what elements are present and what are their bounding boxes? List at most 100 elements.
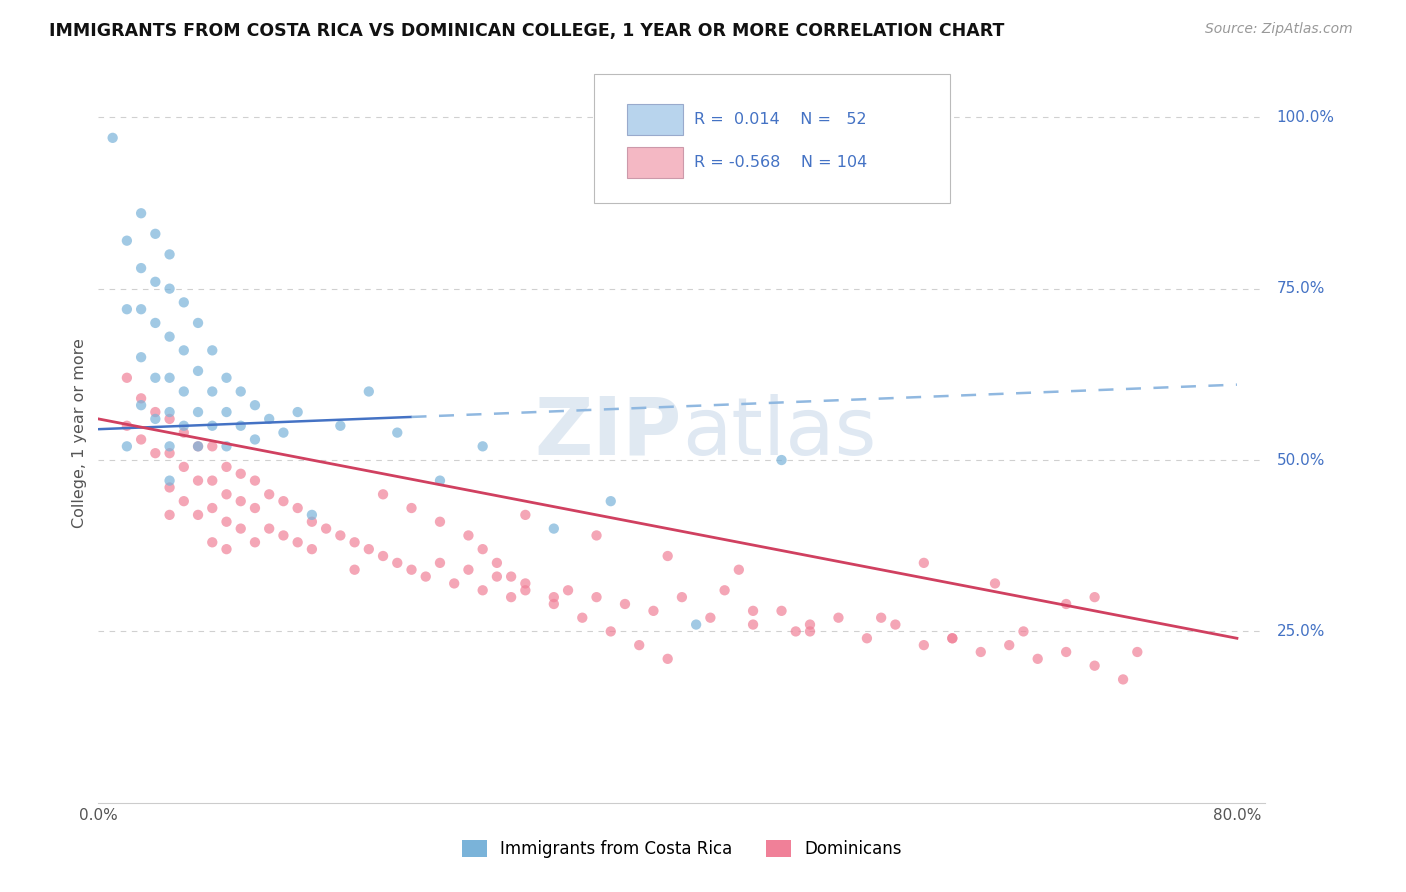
- Point: [713, 583, 735, 598]
- Point: [984, 576, 1007, 591]
- Point: [143, 412, 166, 426]
- Point: [287, 535, 309, 549]
- Point: [457, 563, 479, 577]
- Point: [785, 624, 807, 639]
- Point: [129, 206, 152, 220]
- Text: ZIP: ZIP: [534, 393, 682, 472]
- Point: [599, 624, 621, 639]
- Point: [201, 535, 224, 549]
- Point: [1084, 590, 1107, 604]
- Point: [543, 597, 565, 611]
- Point: [301, 508, 323, 522]
- Point: [599, 494, 621, 508]
- Point: [229, 418, 252, 433]
- Point: [657, 652, 679, 666]
- Point: [287, 501, 309, 516]
- Point: [727, 563, 749, 577]
- Point: [329, 528, 352, 542]
- Y-axis label: College, 1 year or more: College, 1 year or more: [72, 338, 87, 527]
- Point: [685, 617, 707, 632]
- Text: 25.0%: 25.0%: [1277, 624, 1326, 639]
- Point: [471, 583, 494, 598]
- Point: [870, 610, 893, 624]
- Point: [143, 275, 166, 289]
- Point: [187, 474, 209, 488]
- Point: [457, 528, 479, 542]
- Point: [215, 439, 238, 453]
- Point: [173, 418, 195, 433]
- Point: [501, 569, 523, 583]
- Point: [229, 467, 252, 481]
- Point: [970, 645, 993, 659]
- Point: [471, 542, 494, 557]
- Point: [215, 487, 238, 501]
- FancyBboxPatch shape: [627, 147, 683, 178]
- Point: [201, 418, 224, 433]
- Legend: Immigrants from Costa Rica, Dominicans: Immigrants from Costa Rica, Dominicans: [456, 833, 908, 865]
- Point: [941, 632, 963, 646]
- Point: [215, 405, 238, 419]
- Point: [187, 439, 209, 453]
- Point: [115, 439, 138, 453]
- Point: [129, 350, 152, 364]
- Point: [115, 371, 138, 385]
- Point: [201, 343, 224, 358]
- Point: [243, 535, 266, 549]
- Point: [1054, 597, 1077, 611]
- Point: [1126, 645, 1149, 659]
- Point: [998, 638, 1021, 652]
- Point: [215, 371, 238, 385]
- Text: 100.0%: 100.0%: [1277, 110, 1334, 125]
- Point: [1112, 673, 1135, 687]
- Point: [159, 474, 181, 488]
- Point: [827, 610, 849, 624]
- Point: [115, 234, 138, 248]
- Point: [471, 439, 494, 453]
- Point: [129, 392, 152, 406]
- Point: [799, 624, 821, 639]
- Point: [143, 316, 166, 330]
- Text: atlas: atlas: [682, 393, 876, 472]
- Point: [129, 261, 152, 276]
- Point: [343, 563, 366, 577]
- Text: 75.0%: 75.0%: [1277, 281, 1326, 296]
- Point: [912, 638, 935, 652]
- Point: [301, 515, 323, 529]
- Point: [229, 494, 252, 508]
- Point: [257, 487, 280, 501]
- Point: [770, 604, 793, 618]
- Point: [129, 302, 152, 317]
- Point: [159, 446, 181, 460]
- Point: [159, 282, 181, 296]
- Point: [671, 590, 693, 604]
- Point: [159, 480, 181, 494]
- Point: [159, 371, 181, 385]
- Point: [229, 522, 252, 536]
- Point: [159, 329, 181, 343]
- Text: R =  0.014    N =   52: R = 0.014 N = 52: [693, 112, 866, 127]
- Point: [501, 590, 523, 604]
- Point: [585, 528, 607, 542]
- Point: [129, 433, 152, 447]
- Point: [229, 384, 252, 399]
- Point: [215, 459, 238, 474]
- Point: [201, 384, 224, 399]
- Point: [187, 316, 209, 330]
- Point: [371, 487, 394, 501]
- FancyBboxPatch shape: [595, 73, 950, 203]
- Point: [515, 508, 537, 522]
- Point: [941, 632, 963, 646]
- Point: [1084, 658, 1107, 673]
- Point: [1012, 624, 1035, 639]
- Point: [243, 501, 266, 516]
- Point: [187, 405, 209, 419]
- Point: [301, 542, 323, 557]
- Point: [357, 384, 380, 399]
- Point: [273, 494, 295, 508]
- Point: [343, 535, 366, 549]
- Text: IMMIGRANTS FROM COSTA RICA VS DOMINICAN COLLEGE, 1 YEAR OR MORE CORRELATION CHAR: IMMIGRANTS FROM COSTA RICA VS DOMINICAN …: [49, 22, 1004, 40]
- Point: [429, 474, 451, 488]
- Point: [643, 604, 665, 618]
- Point: [143, 371, 166, 385]
- Point: [115, 302, 138, 317]
